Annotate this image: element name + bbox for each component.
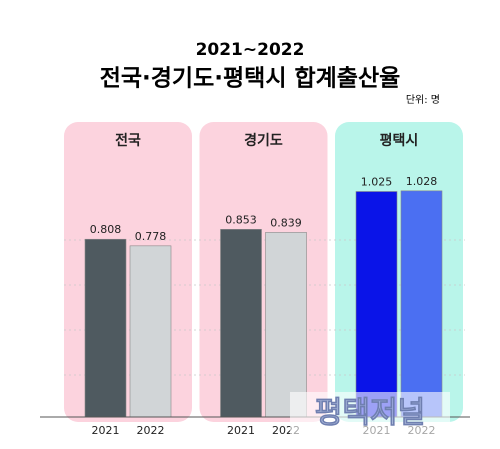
value-label: 1.025: [361, 176, 393, 189]
x-tick-label: 2022: [137, 424, 165, 437]
value-label: 0.808: [90, 223, 122, 236]
x-tick-label: 2021: [227, 424, 255, 437]
chart-subtitle: 2021~2022: [196, 40, 305, 60]
panel: [199, 122, 328, 422]
panel-label: 전국: [115, 132, 141, 149]
bar: [84, 238, 127, 418]
panel-label: 평택시: [380, 132, 419, 149]
bar: [129, 245, 172, 418]
value-label: 0.778: [135, 230, 167, 243]
bar: [400, 190, 443, 418]
chart-title: 전국·경기도·평택시 합계출산율: [100, 66, 401, 92]
bar: [220, 229, 262, 418]
bar: [265, 232, 307, 418]
value-label: 0.839: [270, 216, 302, 229]
watermark-bg: [290, 392, 450, 438]
value-label: 1.028: [406, 175, 438, 188]
marks: [84, 190, 443, 418]
x-tick-label: 2021: [92, 424, 120, 437]
panel: [335, 122, 463, 422]
unit-label: 단위: 명: [406, 93, 440, 106]
panel-label: 경기도: [244, 132, 283, 149]
bar: [355, 191, 398, 418]
watermark: 평택저널: [315, 396, 425, 431]
panel: [64, 122, 192, 422]
value-label: 0.853: [225, 213, 257, 226]
